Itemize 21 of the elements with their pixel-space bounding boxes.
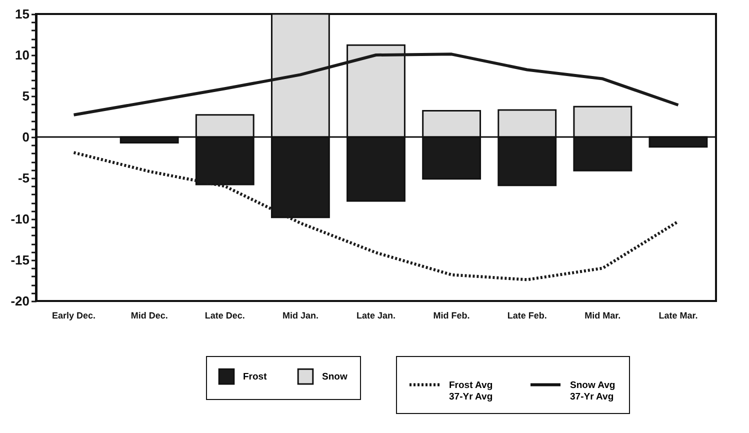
legend-label: Frost [243, 372, 268, 383]
x-tick-label: Mid Jan. [282, 310, 318, 320]
y-tick-label: -15 [10, 252, 30, 268]
y-tick-label: -20 [10, 294, 30, 308]
legend-label: Frost Avg 37-Yr Avg [449, 380, 493, 402]
legend-label: Snow Avg 37-Yr Avg [570, 380, 616, 402]
x-tick-label: Early Dec. [52, 310, 96, 320]
x-tick-label: Mid Mar. [584, 310, 621, 320]
x-tick-label: Late Dec. [204, 310, 245, 320]
y-tick-label: 5 [22, 88, 30, 104]
x-tick-label: Mid Feb. [433, 310, 470, 320]
legend-label: Snow [322, 372, 348, 383]
y-tick-label: -10 [10, 212, 30, 226]
x-tick-label: Late Mar. [658, 310, 698, 320]
x-tick-label: Mid Dec. [130, 310, 168, 320]
y-tick-label: -5 [18, 170, 30, 186]
y-tick-label: 0 [22, 130, 30, 144]
y-tick-label: 15 [15, 6, 30, 22]
x-tick-label: Late Jan. [356, 310, 396, 320]
y-tick-label: 10 [15, 48, 30, 62]
x-tick-label: Late Feb. [507, 310, 547, 320]
